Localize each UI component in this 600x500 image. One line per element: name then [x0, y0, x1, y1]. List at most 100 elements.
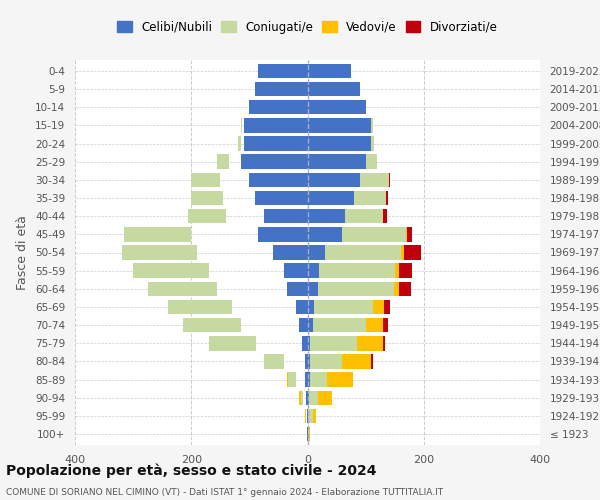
Bar — [308, 245, 325, 260]
Bar — [357, 336, 383, 350]
Bar — [371, 354, 373, 368]
Bar — [395, 264, 400, 278]
Text: COMUNE DI SORIANO NEL CIMINO (VT) - Dati ISTAT 1° gennaio 2024 - Elaborazione TU: COMUNE DI SORIANO NEL CIMINO (VT) - Dati… — [6, 488, 443, 497]
Bar — [255, 191, 308, 206]
Bar — [299, 318, 308, 332]
Bar — [288, 372, 296, 387]
Bar — [255, 82, 308, 96]
Bar — [308, 100, 365, 114]
Bar — [209, 336, 256, 350]
Bar — [386, 191, 388, 206]
Bar — [308, 118, 371, 132]
Bar — [258, 227, 308, 242]
Bar — [191, 172, 220, 187]
Bar — [343, 354, 371, 368]
Bar — [299, 390, 301, 405]
Bar — [264, 209, 308, 224]
Bar — [227, 154, 228, 169]
Text: Popolazione per età, sesso e stato civile - 2024: Popolazione per età, sesso e stato civil… — [6, 464, 377, 478]
Bar — [124, 227, 191, 242]
Bar — [308, 390, 309, 405]
Legend: Celibi/Nubili, Coniugati/e, Vedovi/e, Divorziati/e: Celibi/Nubili, Coniugati/e, Vedovi/e, Di… — [113, 16, 502, 38]
Bar — [308, 408, 313, 423]
Bar — [308, 227, 343, 242]
Bar — [121, 245, 197, 260]
Bar — [313, 408, 316, 423]
Bar — [272, 245, 308, 260]
Bar — [384, 300, 390, 314]
Bar — [247, 336, 251, 350]
Bar — [325, 245, 401, 260]
Bar — [308, 336, 310, 350]
Bar — [373, 300, 384, 314]
Bar — [394, 282, 400, 296]
Bar — [191, 191, 223, 206]
Bar — [404, 245, 421, 260]
Bar — [133, 264, 209, 278]
Bar — [284, 264, 308, 278]
Bar — [308, 264, 319, 278]
Bar — [241, 118, 242, 132]
Bar — [343, 227, 406, 242]
Bar — [272, 354, 278, 368]
Bar — [287, 282, 308, 296]
Bar — [400, 264, 412, 278]
Bar — [168, 300, 232, 314]
Bar — [310, 354, 343, 368]
Bar — [163, 245, 179, 260]
Bar — [241, 154, 308, 169]
Bar — [264, 354, 284, 368]
Bar — [313, 318, 365, 332]
Bar — [407, 227, 412, 242]
Bar — [308, 136, 371, 151]
Bar — [215, 172, 218, 187]
Bar — [371, 136, 374, 151]
Bar — [406, 227, 407, 242]
Bar — [401, 245, 404, 260]
Bar — [296, 300, 308, 314]
Bar — [287, 372, 292, 387]
Bar — [227, 318, 232, 332]
Bar — [308, 64, 351, 78]
Y-axis label: Fasce di età: Fasce di età — [16, 215, 29, 290]
Bar — [383, 318, 388, 332]
Bar — [308, 154, 365, 169]
Bar — [308, 172, 360, 187]
Bar — [319, 264, 395, 278]
Bar — [365, 318, 383, 332]
Bar — [389, 172, 390, 187]
Bar — [196, 282, 205, 296]
Bar — [250, 172, 308, 187]
Bar — [308, 82, 360, 96]
Bar — [308, 209, 345, 224]
Y-axis label: Anni di nascita: Anni di nascita — [599, 206, 600, 298]
Bar — [345, 209, 383, 224]
Bar — [204, 264, 206, 278]
Bar — [215, 300, 222, 314]
Bar — [314, 300, 373, 314]
Bar — [258, 64, 308, 78]
Bar — [302, 336, 308, 350]
Bar — [308, 427, 309, 442]
Bar — [383, 209, 386, 224]
Bar — [217, 209, 221, 224]
Bar — [365, 154, 377, 169]
Bar — [182, 318, 241, 332]
Bar — [148, 282, 217, 296]
Bar — [244, 118, 308, 132]
Bar — [217, 154, 229, 169]
Bar — [371, 118, 373, 132]
Bar — [212, 282, 215, 296]
Bar — [250, 100, 308, 114]
Bar — [275, 354, 277, 368]
Bar — [308, 354, 310, 368]
Bar — [308, 282, 318, 296]
Bar — [310, 372, 327, 387]
Bar — [226, 300, 229, 314]
Bar — [360, 172, 389, 187]
Bar — [327, 372, 353, 387]
Bar — [308, 191, 354, 206]
Bar — [309, 390, 318, 405]
Bar — [305, 372, 308, 387]
Bar — [194, 245, 196, 260]
